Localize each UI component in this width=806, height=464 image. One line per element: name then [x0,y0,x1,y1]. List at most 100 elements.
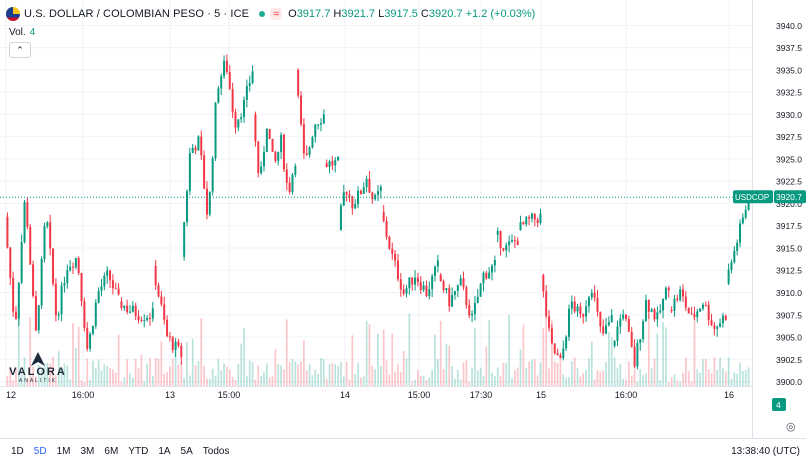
candle-body [456,285,459,292]
volume-bar [231,376,234,386]
candle-body [408,277,411,289]
volume-bar [602,370,605,386]
volume-bar [92,360,94,386]
volume-bar [234,380,237,386]
candle-body [536,219,539,224]
candle-body [548,316,551,329]
timeframe-6m[interactable]: 6M [104,446,119,457]
candle-body [168,336,171,338]
y-tick-label: 3917.5 [776,221,802,231]
candle-body [91,325,94,334]
collapse-legend-button[interactable]: ⌃ [9,42,31,58]
candle-body [379,186,382,192]
candle-body [117,288,120,295]
y-tick-label: 3910.0 [776,288,802,298]
volume-bar [485,346,488,386]
volume-bar [29,317,32,386]
volume-bar [220,370,223,386]
y-tick-label: 3930.0 [776,110,802,120]
volume-bar [719,357,721,386]
candle-body [357,190,360,205]
volume-bar [625,380,627,386]
timeframe-5a[interactable]: 5A [180,446,193,457]
volume-bar [608,331,610,386]
volume-bar [542,327,545,386]
timeframe-todos[interactable]: Todos [202,446,230,457]
y-tick-label: 3922.5 [776,177,802,187]
volume-bar [348,379,351,386]
volume-bar [385,360,388,386]
candle-body [431,275,434,290]
volume-bar [351,335,354,386]
candle-body [86,327,89,349]
volume-bar [545,318,548,386]
volume-bar [80,379,83,386]
timeframe-1m[interactable]: 1M [56,446,71,457]
candle-body [411,277,414,285]
candle-body [334,160,337,166]
volume-bar [630,375,633,386]
candle-body [744,209,747,218]
volume-bar [72,322,74,386]
timeframe-1d[interactable]: 1D [11,446,24,457]
volume-bar [439,320,442,386]
volume-bar [52,356,54,386]
candle-body [268,129,271,139]
volume-bar [582,372,585,386]
volume-bar [622,379,625,386]
y-tick-label: 3927.5 [776,132,802,142]
candle-body [402,289,405,294]
candle-body [225,60,228,72]
volume-bar [23,357,26,386]
candle-body [508,241,511,246]
candle-body [719,323,722,327]
candle-body [539,213,542,224]
volume-bar [399,371,402,386]
candle-body [385,220,388,237]
volume-bar [123,377,126,386]
x-tick-label: 13 [165,390,175,400]
volume-bar [169,366,171,386]
candle-body [359,190,362,194]
candle-body [465,287,468,306]
settings-icon[interactable]: ◎ [786,421,796,433]
volume-bar [189,375,191,386]
candle-body [662,299,665,311]
candle-body [17,282,20,319]
volume-bar [434,334,436,386]
volume-bar [325,378,328,386]
candle-body [114,288,117,290]
symbol-title[interactable]: U.S. DOLLAR / COLOMBIAN PESO · 5 · ICE [24,8,250,20]
candle-body [166,319,169,337]
candle-body [676,298,679,300]
timeframe-1a[interactable]: 1A [158,446,171,457]
volume-bar [633,362,636,386]
candle-body [14,311,17,319]
candle-body [528,217,531,219]
volume-bar [702,359,704,386]
x-tick-label: 15:00 [218,390,241,400]
volume-bar [451,366,453,386]
volume-bar [650,367,653,386]
volume-bar [482,376,485,386]
candle-body [319,123,322,125]
volume-bar [294,361,297,386]
clock[interactable]: 13:38:40 (UTC) [731,446,800,457]
candle-body [445,288,448,291]
volume-bar [474,328,476,386]
volume-bar [656,333,659,386]
volume-bar [525,367,528,386]
volume-bar [579,376,582,386]
volume-bar [151,375,154,386]
timeframe-ytd[interactable]: YTD [128,446,149,457]
candle-body [679,289,682,300]
timeframe-3m[interactable]: 3M [80,446,95,457]
wave-icon[interactable]: ≈ [270,8,283,20]
candle-body [693,314,696,318]
volume-bar [405,358,408,386]
timeframe-5d[interactable]: 5D [33,446,47,457]
volume-bar [35,376,37,386]
volume-bar [360,377,362,386]
candle-body [331,161,334,166]
